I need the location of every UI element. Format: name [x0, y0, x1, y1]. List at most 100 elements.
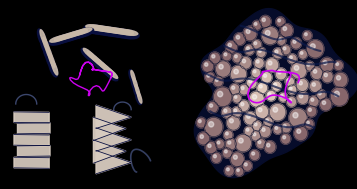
Circle shape	[249, 80, 252, 83]
Circle shape	[296, 78, 308, 91]
Circle shape	[283, 125, 286, 128]
Ellipse shape	[118, 30, 139, 39]
Circle shape	[285, 77, 295, 87]
Circle shape	[221, 107, 232, 118]
Circle shape	[335, 91, 340, 97]
Circle shape	[267, 143, 270, 147]
Circle shape	[228, 43, 231, 47]
Circle shape	[311, 67, 323, 80]
Circle shape	[234, 69, 238, 74]
Circle shape	[256, 60, 259, 63]
Circle shape	[242, 59, 246, 63]
Circle shape	[318, 92, 321, 95]
Ellipse shape	[85, 52, 99, 65]
Circle shape	[222, 51, 232, 61]
Circle shape	[250, 149, 260, 161]
Circle shape	[252, 152, 255, 155]
Circle shape	[289, 99, 292, 102]
Circle shape	[224, 166, 234, 176]
Ellipse shape	[49, 59, 58, 77]
Circle shape	[208, 144, 211, 147]
Circle shape	[246, 29, 250, 33]
Circle shape	[307, 64, 310, 66]
Circle shape	[216, 61, 231, 77]
Circle shape	[230, 119, 233, 123]
Circle shape	[305, 119, 314, 129]
Ellipse shape	[87, 52, 99, 62]
Circle shape	[235, 134, 251, 152]
Circle shape	[241, 87, 244, 90]
Circle shape	[244, 126, 254, 136]
Circle shape	[310, 44, 315, 49]
Polygon shape	[14, 112, 49, 123]
Circle shape	[280, 24, 293, 37]
Circle shape	[244, 112, 257, 125]
Ellipse shape	[101, 27, 122, 36]
Ellipse shape	[71, 29, 89, 38]
Circle shape	[266, 119, 268, 122]
Ellipse shape	[97, 27, 118, 36]
Circle shape	[259, 85, 262, 88]
Ellipse shape	[58, 33, 76, 43]
Circle shape	[281, 122, 291, 133]
Circle shape	[226, 132, 228, 135]
Circle shape	[294, 126, 308, 141]
Polygon shape	[94, 140, 126, 163]
Ellipse shape	[50, 36, 65, 42]
Circle shape	[281, 133, 291, 144]
Ellipse shape	[110, 29, 131, 38]
Circle shape	[253, 133, 256, 136]
Circle shape	[242, 161, 252, 171]
Circle shape	[228, 141, 231, 144]
Circle shape	[219, 64, 223, 69]
Ellipse shape	[49, 52, 55, 67]
Circle shape	[323, 60, 327, 65]
Circle shape	[279, 38, 281, 41]
Circle shape	[256, 47, 266, 57]
Circle shape	[205, 72, 215, 83]
Circle shape	[227, 168, 229, 171]
Circle shape	[273, 125, 282, 134]
Ellipse shape	[107, 28, 125, 33]
Circle shape	[266, 90, 276, 101]
Circle shape	[333, 72, 348, 88]
Ellipse shape	[77, 28, 92, 34]
Circle shape	[287, 79, 290, 82]
Circle shape	[225, 150, 227, 153]
Ellipse shape	[99, 27, 116, 32]
Circle shape	[270, 103, 286, 121]
Ellipse shape	[86, 25, 104, 30]
Circle shape	[264, 117, 273, 127]
Circle shape	[210, 104, 213, 107]
Ellipse shape	[67, 31, 85, 40]
Ellipse shape	[106, 68, 118, 78]
Circle shape	[224, 109, 227, 112]
Circle shape	[278, 92, 288, 102]
Ellipse shape	[133, 77, 137, 89]
Circle shape	[226, 41, 237, 53]
Polygon shape	[17, 146, 50, 156]
Circle shape	[320, 57, 334, 72]
Circle shape	[263, 74, 267, 77]
Circle shape	[244, 44, 255, 55]
Circle shape	[236, 36, 240, 39]
Circle shape	[289, 108, 307, 128]
Circle shape	[275, 68, 287, 80]
Circle shape	[260, 15, 271, 28]
Ellipse shape	[72, 29, 87, 36]
Circle shape	[273, 48, 283, 59]
Circle shape	[273, 107, 278, 112]
Circle shape	[205, 63, 208, 66]
Circle shape	[225, 138, 236, 150]
Circle shape	[238, 138, 243, 143]
Ellipse shape	[105, 28, 126, 37]
Circle shape	[316, 90, 326, 100]
Circle shape	[209, 52, 221, 64]
Circle shape	[306, 106, 317, 117]
Ellipse shape	[92, 26, 114, 35]
Circle shape	[283, 136, 286, 139]
Circle shape	[288, 54, 297, 64]
Circle shape	[337, 76, 341, 80]
Ellipse shape	[136, 91, 142, 105]
Ellipse shape	[40, 30, 46, 45]
